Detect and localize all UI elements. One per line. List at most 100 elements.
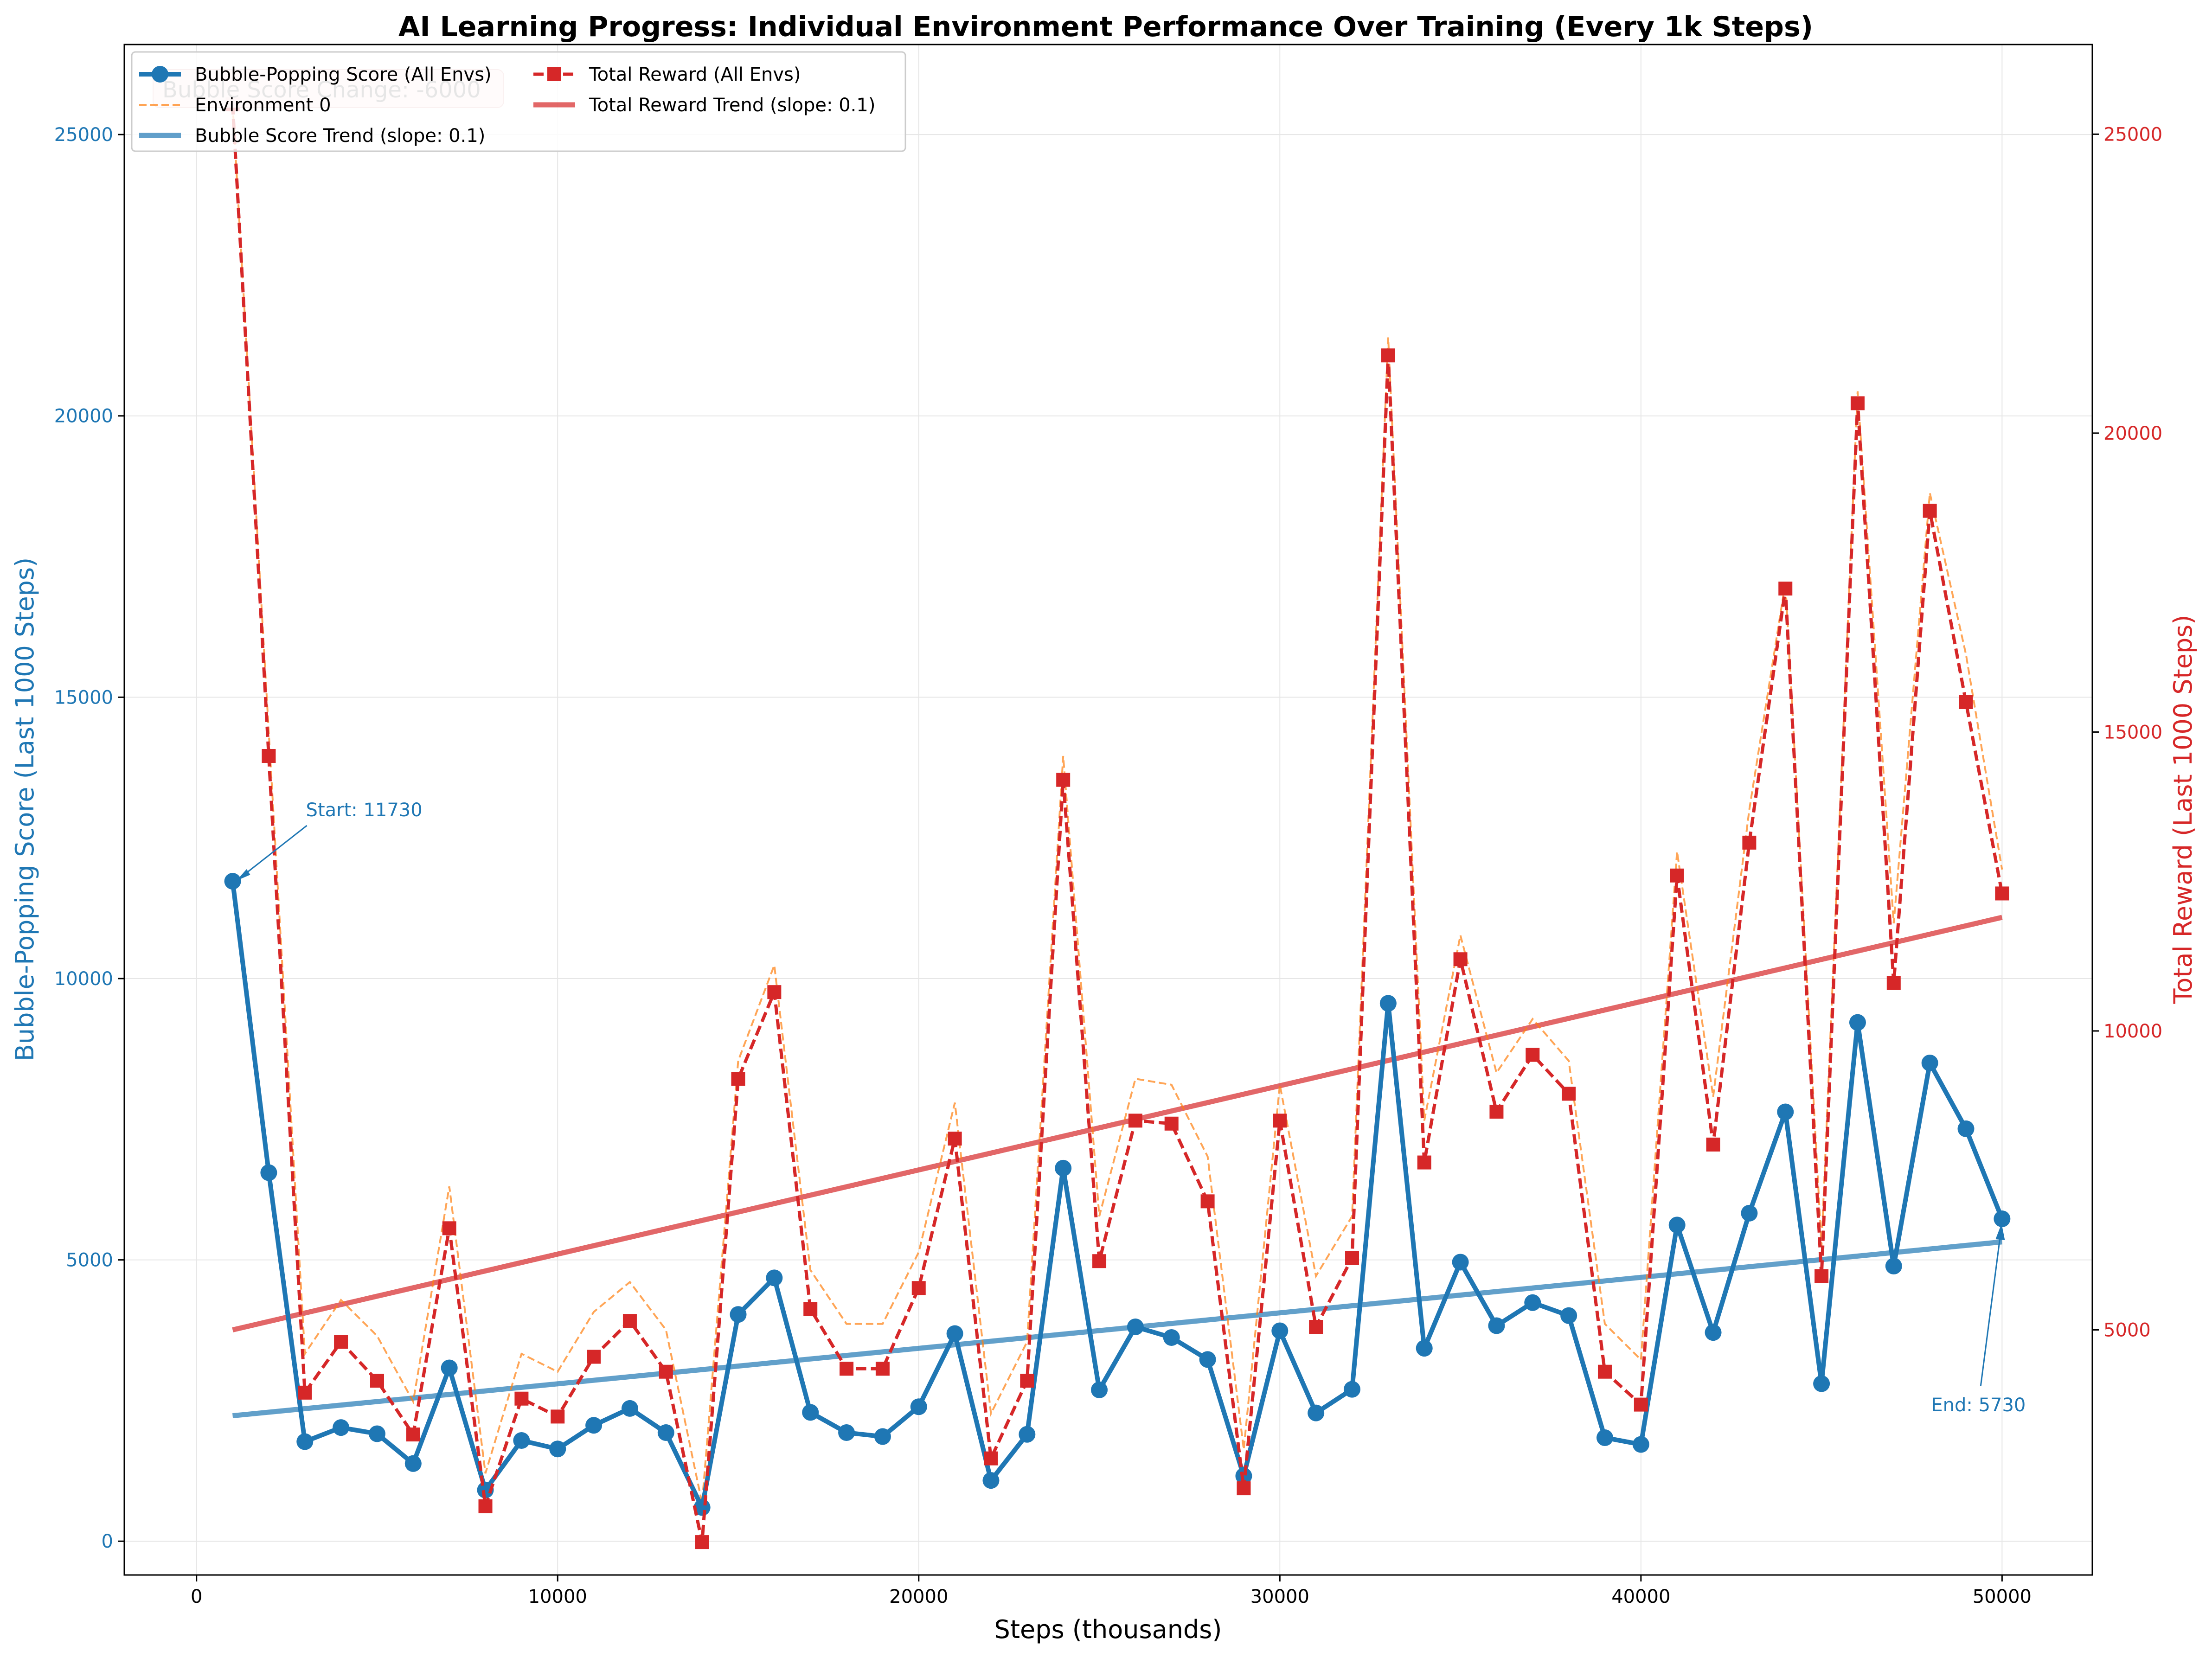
bubble-score-point [260, 1164, 277, 1181]
legend-box [131, 51, 906, 152]
x-tick-label: 10000 [528, 1586, 587, 1607]
bubble-score-point [513, 1432, 530, 1449]
y-axis-left-label: Bubble-Popping Score (Last 1000 Steps) [10, 557, 39, 1061]
total-reward-point [551, 1409, 565, 1424]
total-reward-point [370, 1374, 384, 1388]
y-left-tick-label: 10000 [54, 968, 113, 990]
x-tick-label: 0 [191, 1586, 202, 1607]
chart-title: AI Learning Progress: Individual Environ… [398, 11, 1813, 43]
total-reward-point [478, 1499, 493, 1513]
bubble-score-point [1668, 1216, 1686, 1234]
total-reward-point [1742, 835, 1757, 850]
total-reward-point [695, 1535, 709, 1549]
total-reward-point [767, 985, 782, 999]
y-left-tick-label: 0 [102, 1531, 113, 1552]
legend-total-reward-marker [547, 67, 561, 81]
y-left-tick-label: 25000 [54, 124, 113, 146]
bubble-score-point [1055, 1159, 1072, 1177]
bubble-score-point [910, 1398, 927, 1415]
total-reward-point [298, 1385, 312, 1400]
y-left-tick-label: 15000 [54, 687, 113, 708]
total-reward-point [622, 1314, 637, 1328]
total-reward-point [442, 1221, 456, 1235]
bubble-score-point [621, 1400, 638, 1417]
bubble-score-point [838, 1424, 855, 1441]
x-axis-label: Steps (thousands) [994, 1615, 1222, 1644]
total-reward-point [1489, 1104, 1504, 1119]
y-right-tick-label: 5000 [2103, 1319, 2151, 1341]
total-reward-point [1670, 868, 1684, 883]
bubble-score-point [1524, 1294, 1541, 1311]
total-reward-point [875, 1362, 890, 1376]
legend-environment-0-label: Environment 0 [195, 95, 331, 116]
bubble-score-point [1271, 1322, 1289, 1339]
total-reward-point [1020, 1374, 1034, 1388]
bubble-score-point [1957, 1120, 1975, 1137]
total-reward-point [1850, 396, 1865, 410]
total-reward-point [911, 1281, 926, 1295]
bubble-score-point [1127, 1318, 1144, 1335]
bubble-score-point [1632, 1436, 1649, 1453]
total-reward-point [803, 1302, 818, 1316]
x-tick-label: 30000 [1250, 1586, 1309, 1607]
bubble-score-point [1777, 1103, 1794, 1120]
legend-bubble-trend-label: Bubble Score Trend (slope: 0.1) [195, 125, 485, 147]
total-reward-point [948, 1131, 962, 1146]
total-reward-point [984, 1451, 998, 1466]
bubble-score-point [946, 1325, 963, 1342]
legend: Bubble-Popping Score (All Envs) Environme… [131, 51, 906, 152]
start-annotation-label: Start: 11730 [306, 800, 423, 821]
end-annotation-label: End: 5730 [1931, 1395, 2026, 1416]
bubble-score-point [1452, 1254, 1469, 1271]
total-reward-point [1417, 1155, 1431, 1170]
total-reward-point [514, 1391, 529, 1406]
bubble-score-point [1921, 1054, 1938, 1071]
bubble-score-point [1344, 1381, 1361, 1398]
total-reward-point [1923, 504, 1937, 518]
total-reward-point [1706, 1137, 1720, 1152]
total-reward-point [1164, 1116, 1179, 1131]
total-reward-point [587, 1350, 601, 1364]
bubble-score-point [1308, 1404, 1325, 1421]
bubble-score-point [1596, 1429, 1613, 1446]
legend-bubble-score-label: Bubble-Popping Score (All Envs) [195, 64, 492, 85]
bubble-score-point [1885, 1257, 1902, 1274]
bubble-score-point [1488, 1317, 1505, 1334]
total-reward-point [1309, 1320, 1323, 1334]
y-left-tick-label: 5000 [66, 1250, 113, 1271]
total-reward-point [1634, 1397, 1648, 1412]
total-reward-point [840, 1362, 854, 1376]
bubble-score-point [657, 1424, 674, 1441]
y-right-tick-label: 10000 [2103, 1021, 2162, 1042]
total-reward-point [1200, 1194, 1215, 1209]
total-reward-point [1056, 773, 1071, 787]
total-reward-point [1273, 1114, 1287, 1128]
y-right-tick-label: 20000 [2103, 423, 2162, 444]
environment-0-line [231, 104, 2003, 1504]
bubble-score-point [1379, 995, 1397, 1012]
bubble-score-point [441, 1359, 458, 1376]
total-reward-point [1092, 1254, 1107, 1268]
legend-bubble-score-marker [152, 66, 168, 83]
bubble-score-point [1019, 1426, 1036, 1443]
total-reward-point [1128, 1114, 1142, 1128]
bubble-score-point [333, 1419, 350, 1436]
total-reward-point [1526, 1048, 1540, 1062]
bubble-score-point [730, 1306, 747, 1323]
start-annotation-arrowhead [236, 869, 250, 881]
end-annotation-arrowhead [1995, 1223, 2005, 1241]
x-tick-label: 50000 [1973, 1586, 2032, 1607]
bubble-score-point [1163, 1329, 1180, 1346]
total-reward-point [1995, 886, 2009, 901]
bubble-score-point [404, 1455, 422, 1472]
bubble-score-point [296, 1433, 314, 1450]
bubble-score-point [1849, 1014, 1866, 1031]
y-right-tick-label: 15000 [2103, 722, 2162, 743]
x-tick-label: 20000 [889, 1586, 948, 1607]
bubble-score-point [224, 873, 241, 890]
legend-total-reward-label: Total Reward (All Envs) [589, 64, 801, 85]
plot-series [224, 97, 2011, 1549]
bubble-score-point [1705, 1324, 1722, 1341]
